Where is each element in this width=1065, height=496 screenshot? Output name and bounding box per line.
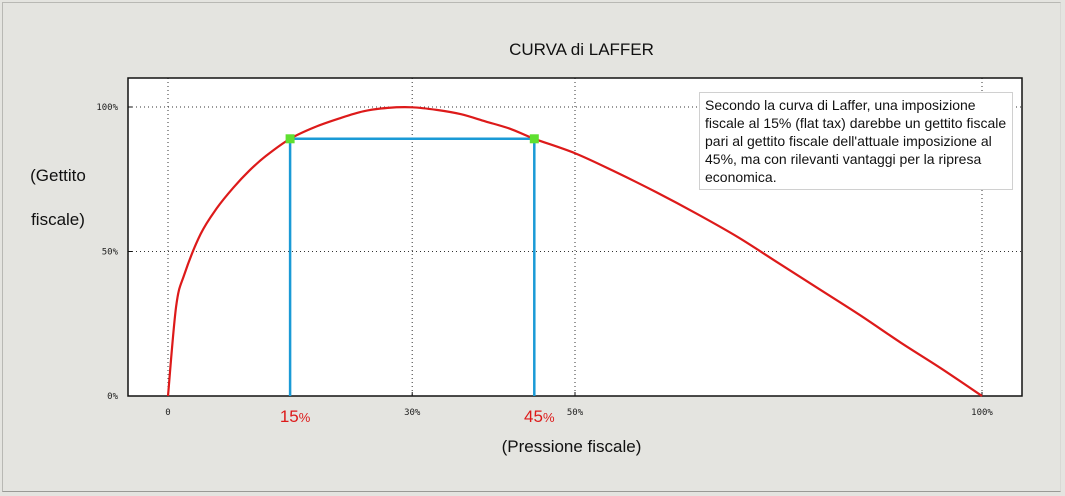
y-tick-label: 50% bbox=[102, 248, 119, 258]
annotation-box: Secondo la curva di Laffer, una imposizi… bbox=[699, 92, 1013, 190]
y-tick-label: 0% bbox=[107, 392, 118, 402]
y-axis-label: (Gettito fiscale) bbox=[14, 154, 102, 242]
y-tick-label: 100% bbox=[96, 103, 118, 113]
highlight-point-marker bbox=[285, 134, 295, 144]
x-axis-label: (Pressione fiscale) bbox=[501, 437, 642, 456]
y-axis-label-line-2: fiscale) bbox=[31, 210, 85, 229]
y-axis-label-line-1: (Gettito bbox=[30, 166, 86, 185]
chart-title: CURVA di LAFFER bbox=[509, 40, 654, 59]
highlight-x-label: 45% bbox=[524, 407, 555, 426]
x-tick-label: 30% bbox=[404, 408, 421, 418]
x-tick-label: 50% bbox=[567, 408, 584, 418]
highlight-point-marker bbox=[529, 134, 539, 144]
laffer-curve-line bbox=[166, 106, 983, 397]
highlight-x-label: 15% bbox=[280, 407, 311, 426]
x-tick-label: 0 bbox=[165, 408, 170, 418]
x-tick-label: 100% bbox=[971, 408, 993, 418]
